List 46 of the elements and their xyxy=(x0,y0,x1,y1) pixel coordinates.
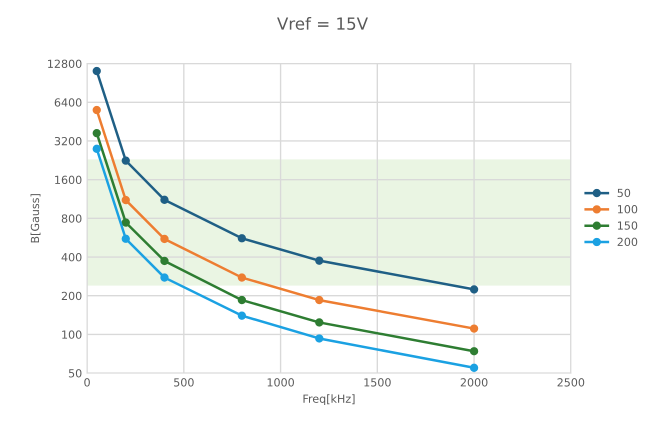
y-tick-label: 1600 xyxy=(55,176,82,184)
point xyxy=(122,196,130,204)
point xyxy=(92,144,101,153)
legend-label: 150 xyxy=(618,221,638,230)
x-axis-title: Freq[kHz] xyxy=(304,394,355,406)
point xyxy=(92,106,101,114)
y-tick-label: 3200 xyxy=(54,136,82,146)
point xyxy=(470,347,478,356)
point xyxy=(315,334,324,343)
point xyxy=(470,364,478,372)
x-tick-label: 2000 xyxy=(460,378,488,387)
y-tick-label: 200 xyxy=(62,292,82,300)
point xyxy=(315,296,324,304)
point xyxy=(122,156,130,165)
y-tick-label: 400 xyxy=(62,253,82,262)
y-axis-title: B[Gauss] xyxy=(30,194,40,242)
point xyxy=(315,318,324,327)
x-tick-label: 1500 xyxy=(364,378,391,387)
point xyxy=(238,311,246,320)
x-tick-label: 0 xyxy=(84,378,90,387)
legend-label: 200 xyxy=(618,238,638,246)
y-tick-label: 800 xyxy=(62,214,82,223)
y-tick-label: 6400 xyxy=(54,98,82,107)
point xyxy=(238,234,246,242)
point xyxy=(470,324,478,333)
point xyxy=(238,273,246,282)
y-tick-label: 12800 xyxy=(48,60,82,68)
point xyxy=(160,196,169,204)
legend-label: 50 xyxy=(618,188,630,198)
point xyxy=(160,273,169,282)
x-tick-label: 2500 xyxy=(558,378,584,387)
y-tick-label: 100 xyxy=(62,330,82,339)
point xyxy=(160,234,169,244)
chart-title: Vref = 15V xyxy=(277,17,368,30)
point xyxy=(160,256,169,266)
point xyxy=(122,218,130,227)
point xyxy=(122,234,130,243)
point xyxy=(470,285,478,294)
x-tick-label: 1000 xyxy=(268,378,294,387)
point xyxy=(92,66,101,76)
x-tick-label: 500 xyxy=(174,378,194,387)
point xyxy=(238,296,246,304)
point xyxy=(315,256,324,265)
point xyxy=(92,129,101,138)
y-tick-label: 50 xyxy=(68,369,82,378)
legend-label: 100 xyxy=(618,205,638,214)
